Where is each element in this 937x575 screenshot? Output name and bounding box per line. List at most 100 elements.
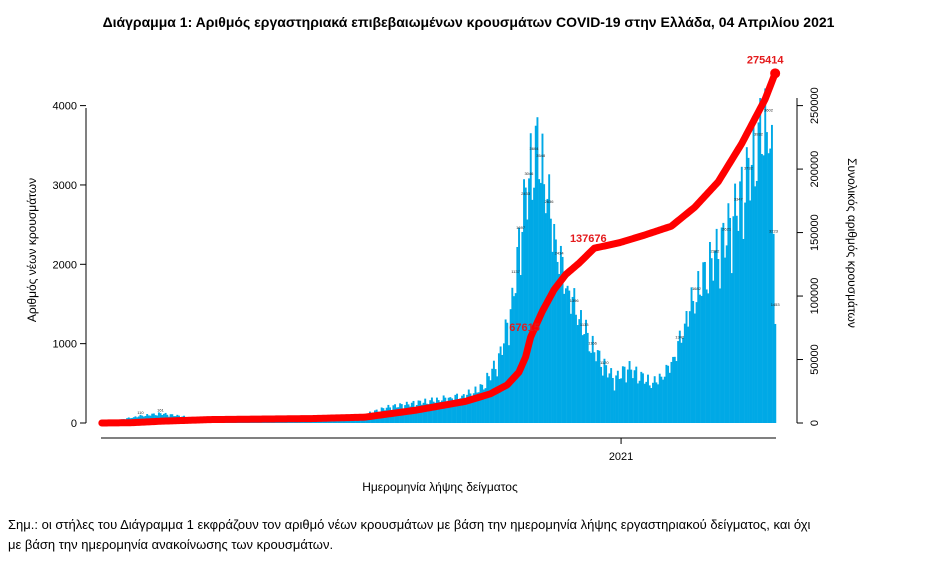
daily-cases-bar bbox=[645, 381, 648, 423]
daily-cases-bar bbox=[451, 398, 453, 423]
bar-value-label: 3602 bbox=[764, 108, 774, 113]
daily-cases-bar bbox=[759, 98, 762, 424]
daily-cases-bar bbox=[596, 350, 599, 423]
daily-cases-bar bbox=[513, 296, 515, 423]
daily-cases-bar bbox=[474, 386, 477, 423]
daily-cases-bar bbox=[541, 133, 544, 423]
daily-cases-bar bbox=[601, 375, 604, 423]
bar-value-label: 2433 bbox=[521, 191, 531, 196]
daily-cases-bar bbox=[648, 385, 651, 423]
y-axis-right-title: Συνολικός αριθμός κρουσμάτων bbox=[845, 158, 859, 328]
daily-cases-bar bbox=[709, 241, 711, 423]
daily-cases-bar bbox=[650, 388, 653, 423]
daily-cases-bar bbox=[437, 400, 440, 423]
daily-cases-bar bbox=[662, 379, 665, 423]
daily-cases-bar bbox=[578, 319, 581, 423]
daily-cases-bar bbox=[459, 398, 462, 423]
daily-cases-bar bbox=[658, 373, 661, 423]
bar-value-label: 110 bbox=[137, 410, 144, 415]
daily-cases-bar bbox=[308, 421, 311, 423]
daily-cases-bar bbox=[672, 356, 675, 423]
daily-cases-bar bbox=[487, 376, 490, 423]
daily-cases-bar bbox=[660, 376, 663, 423]
daily-cases-bar bbox=[273, 421, 276, 423]
daily-cases-bar bbox=[767, 153, 770, 423]
daily-cases-bar bbox=[553, 223, 556, 423]
daily-cases-bar bbox=[729, 217, 732, 423]
daily-cases-bar bbox=[479, 384, 482, 423]
daily-cases-bar bbox=[762, 155, 765, 423]
daily-cases-bar bbox=[571, 296, 574, 423]
daily-cases-bar bbox=[464, 399, 467, 423]
daily-cases-bar bbox=[707, 293, 710, 423]
y-right-tick-label: 100000 bbox=[809, 278, 821, 315]
daily-cases-bar bbox=[489, 380, 492, 423]
daily-cases-bar bbox=[317, 420, 319, 423]
daily-cases-bar bbox=[678, 330, 681, 423]
daily-cases-bar bbox=[528, 178, 531, 423]
y-right-tick-label: 0 bbox=[809, 420, 821, 426]
daily-cases-bar bbox=[454, 394, 457, 423]
daily-cases-bar bbox=[581, 335, 584, 423]
daily-cases-bar bbox=[328, 420, 331, 423]
bar-value-label: 161 bbox=[157, 408, 164, 413]
bar-value-label: 3347 bbox=[734, 197, 744, 202]
daily-cases-bar bbox=[429, 400, 432, 423]
bar-value-label: 1133 bbox=[580, 322, 589, 327]
daily-cases-bar bbox=[511, 287, 514, 423]
daily-cases-bar bbox=[772, 233, 775, 423]
daily-cases-bar bbox=[732, 216, 735, 423]
daily-cases-bars bbox=[101, 88, 777, 424]
daily-cases-bar bbox=[593, 352, 596, 423]
daily-cases-bar bbox=[534, 125, 537, 424]
daily-cases-bar bbox=[605, 365, 608, 423]
daily-cases-bar bbox=[580, 310, 582, 423]
daily-cases-bar bbox=[734, 183, 737, 423]
daily-cases-bar bbox=[516, 246, 519, 423]
daily-cases-bar bbox=[598, 350, 601, 423]
daily-cases-bar bbox=[452, 400, 455, 423]
daily-cases-bar bbox=[526, 219, 529, 423]
daily-cases-bar bbox=[291, 421, 294, 423]
bar-value-label: 3046 bbox=[524, 171, 534, 176]
daily-cases-bar bbox=[590, 352, 592, 423]
daily-cases-bar bbox=[519, 275, 522, 423]
daily-cases-bar bbox=[439, 401, 442, 423]
daily-cases-bar bbox=[588, 351, 591, 423]
daily-cases-bar bbox=[414, 407, 417, 423]
daily-cases-bar bbox=[705, 289, 708, 423]
daily-cases-bar bbox=[425, 403, 428, 423]
x-tick-label: 2021 bbox=[609, 451, 633, 463]
daily-cases-bar bbox=[677, 341, 680, 423]
x-axis-title: Ημερομηνία λήψης δείγματος bbox=[362, 480, 518, 494]
daily-cases-bar bbox=[457, 399, 460, 423]
bar-value-label: 1682 bbox=[692, 286, 702, 291]
daily-cases-bar bbox=[668, 372, 671, 423]
daily-cases-bar bbox=[698, 294, 701, 423]
bar-value-label: 2621 bbox=[722, 227, 732, 232]
daily-cases-bar bbox=[688, 311, 691, 423]
daily-cases-bar bbox=[747, 157, 750, 423]
daily-cases-bar bbox=[717, 259, 720, 423]
daily-cases-bar bbox=[643, 383, 646, 423]
daily-cases-bar bbox=[296, 421, 299, 423]
daily-cases-bar bbox=[739, 181, 742, 423]
daily-cases-bar bbox=[434, 402, 437, 423]
daily-cases-bar bbox=[682, 337, 685, 423]
daily-cases-bar bbox=[642, 373, 644, 423]
daily-cases-bar bbox=[745, 147, 748, 424]
daily-cases-bar bbox=[563, 293, 566, 423]
daily-cases-bar bbox=[770, 124, 773, 424]
daily-cases-bar bbox=[315, 421, 318, 423]
cumulative-point-label: 275414 bbox=[747, 54, 785, 66]
daily-cases-bar bbox=[603, 358, 606, 423]
daily-cases-bar bbox=[608, 373, 611, 423]
daily-cases-bar bbox=[737, 230, 740, 423]
daily-cases-bar bbox=[536, 117, 539, 423]
daily-cases-bar bbox=[735, 215, 738, 423]
daily-cases-bar bbox=[727, 203, 730, 423]
y-left-tick-label: 4000 bbox=[53, 101, 77, 113]
bar-value-label: 1453 bbox=[771, 302, 781, 307]
daily-cases-bar bbox=[585, 319, 587, 423]
footnote: Σημ.: οι στήλες του Διάγραμμα 1 εκφράζου… bbox=[8, 515, 928, 555]
